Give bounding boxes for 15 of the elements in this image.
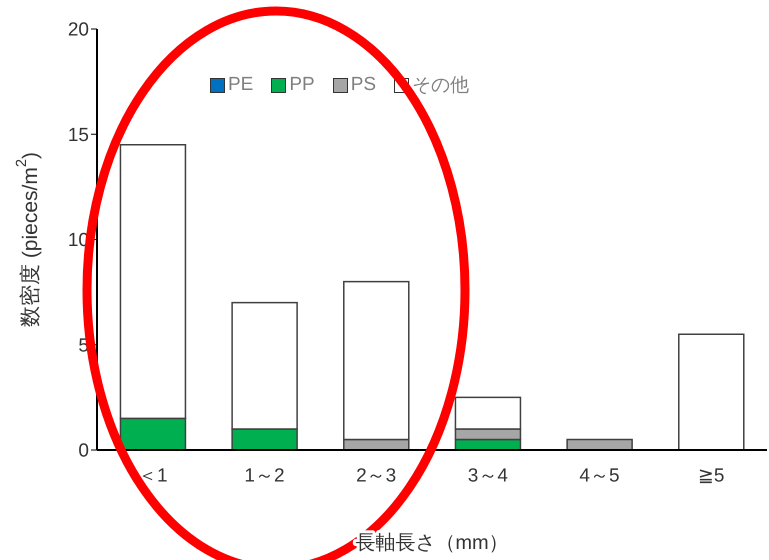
legend-label: PE: [228, 74, 254, 96]
x-tick-label: ≧5: [698, 465, 724, 486]
bar: [678, 333, 745, 450]
legend-label: PP: [289, 74, 315, 96]
x-tick-label: 2～3: [356, 465, 396, 486]
y-tick-label: 15: [68, 124, 89, 146]
bar: [566, 438, 633, 450]
x-tick-label: 3～4: [468, 465, 508, 486]
x-tick-label: ＜1: [138, 465, 168, 486]
legend-label: その他: [412, 74, 470, 98]
legend-label: PS: [350, 74, 376, 96]
y-tick-label: 20: [68, 20, 89, 41]
x-tick-label: 1～2: [244, 465, 285, 486]
y-tick-label: 0: [78, 440, 89, 462]
x-tick-label: 4～5: [579, 465, 620, 486]
